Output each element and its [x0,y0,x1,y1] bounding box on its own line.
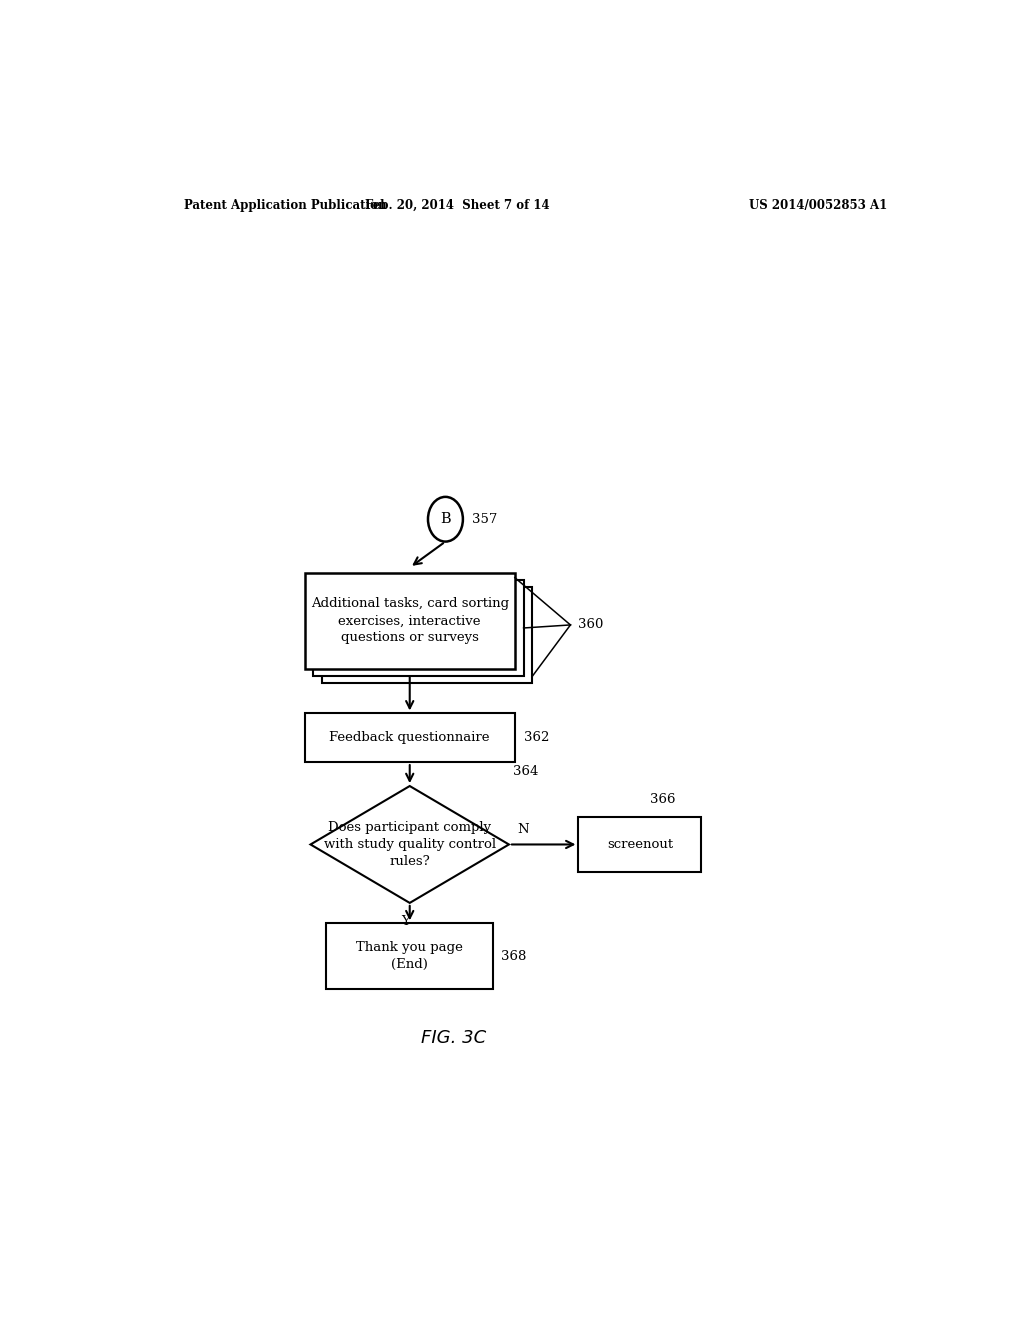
Circle shape [428,496,463,541]
Bar [304,573,515,669]
Text: N: N [517,824,528,837]
Text: Thank you page
(End): Thank you page (End) [356,941,463,972]
Text: FIG. 3C: FIG. 3C [421,1028,486,1047]
Text: Patent Application Publication: Patent Application Publication [183,198,386,211]
Text: Additional tasks, card sorting
exercises, interactive
questions or surveys: Additional tasks, card sorting exercises… [310,598,509,644]
Bar [304,713,515,762]
Text: Feedback questionnaire: Feedback questionnaire [330,731,489,744]
Text: B: B [440,512,451,527]
Text: Does participant comply
with study quality control
rules?: Does participant comply with study quali… [324,821,496,869]
Polygon shape [310,785,509,903]
Text: 360: 360 [579,619,604,631]
Text: 362: 362 [524,731,550,744]
Text: 364: 364 [513,764,539,777]
Bar [579,817,701,873]
Bar [322,587,532,684]
Text: screenout: screenout [607,838,673,851]
Text: US 2014/0052853 A1: US 2014/0052853 A1 [750,198,888,211]
Text: 368: 368 [501,950,526,962]
Text: 366: 366 [650,793,675,807]
Text: 357: 357 [472,512,498,525]
Text: Feb. 20, 2014  Sheet 7 of 14: Feb. 20, 2014 Sheet 7 of 14 [365,198,550,211]
Bar [327,923,493,989]
Bar [313,579,523,676]
Text: Y: Y [401,915,411,928]
